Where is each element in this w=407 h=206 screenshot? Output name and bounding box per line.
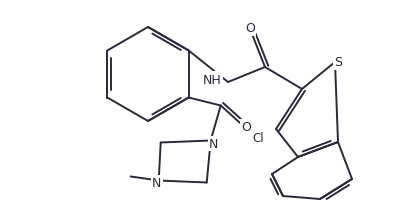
Text: Cl: Cl	[252, 131, 264, 144]
Text: O: O	[245, 22, 255, 35]
Text: NH: NH	[203, 73, 222, 86]
Text: N: N	[209, 137, 219, 150]
Text: N: N	[152, 176, 162, 189]
Text: O: O	[241, 121, 251, 133]
Text: S: S	[334, 56, 342, 69]
